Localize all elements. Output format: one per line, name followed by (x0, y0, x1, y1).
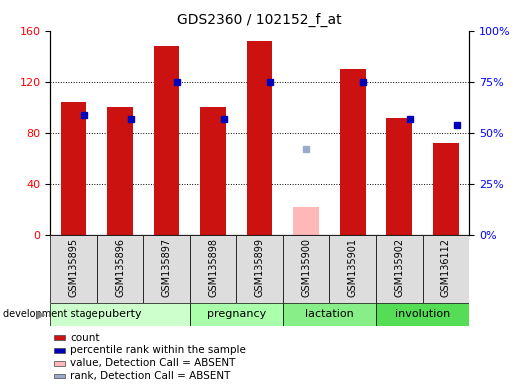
Bar (190, 303, 283, 326)
Bar (54, 348, 65, 353)
Bar (144, 235, 190, 303)
Text: ▶: ▶ (37, 310, 45, 319)
Bar (294, 207, 319, 235)
Bar (433, 143, 458, 235)
Text: GSM135898: GSM135898 (208, 238, 218, 297)
Bar (247, 41, 272, 235)
Bar (376, 235, 422, 303)
Bar (283, 235, 330, 303)
Text: GSM135897: GSM135897 (162, 238, 172, 297)
Bar (108, 108, 133, 235)
Bar (386, 118, 412, 235)
Text: puberty: puberty (99, 310, 142, 319)
Bar (54, 374, 65, 378)
Text: development stage: development stage (3, 310, 98, 319)
Bar (340, 69, 366, 235)
Text: GSM135901: GSM135901 (348, 238, 358, 297)
Text: GSM135900: GSM135900 (301, 238, 311, 297)
Bar (50, 303, 190, 326)
Text: value, Detection Call = ABSENT: value, Detection Call = ABSENT (70, 358, 235, 368)
Bar (50, 235, 97, 303)
Text: percentile rank within the sample: percentile rank within the sample (70, 346, 246, 356)
Bar (154, 46, 180, 235)
Text: count: count (70, 333, 100, 343)
Bar (54, 361, 65, 366)
Bar (376, 303, 469, 326)
Bar (422, 235, 469, 303)
Text: involution: involution (395, 310, 450, 319)
Text: GSM135896: GSM135896 (115, 238, 125, 297)
Text: rank, Detection Call = ABSENT: rank, Detection Call = ABSENT (70, 371, 231, 381)
Bar (61, 103, 86, 235)
Bar (97, 235, 144, 303)
Bar (283, 303, 376, 326)
Text: GSM135899: GSM135899 (255, 238, 264, 297)
Text: pregnancy: pregnancy (207, 310, 266, 319)
Text: GSM135895: GSM135895 (68, 238, 78, 297)
Bar (200, 108, 226, 235)
Bar (236, 235, 283, 303)
Text: GSM136112: GSM136112 (441, 238, 451, 297)
Title: GDS2360 / 102152_f_at: GDS2360 / 102152_f_at (178, 13, 342, 27)
Text: GSM135902: GSM135902 (394, 238, 404, 297)
Text: lactation: lactation (305, 310, 354, 319)
Bar (190, 235, 236, 303)
Bar (330, 235, 376, 303)
Bar (54, 335, 65, 340)
